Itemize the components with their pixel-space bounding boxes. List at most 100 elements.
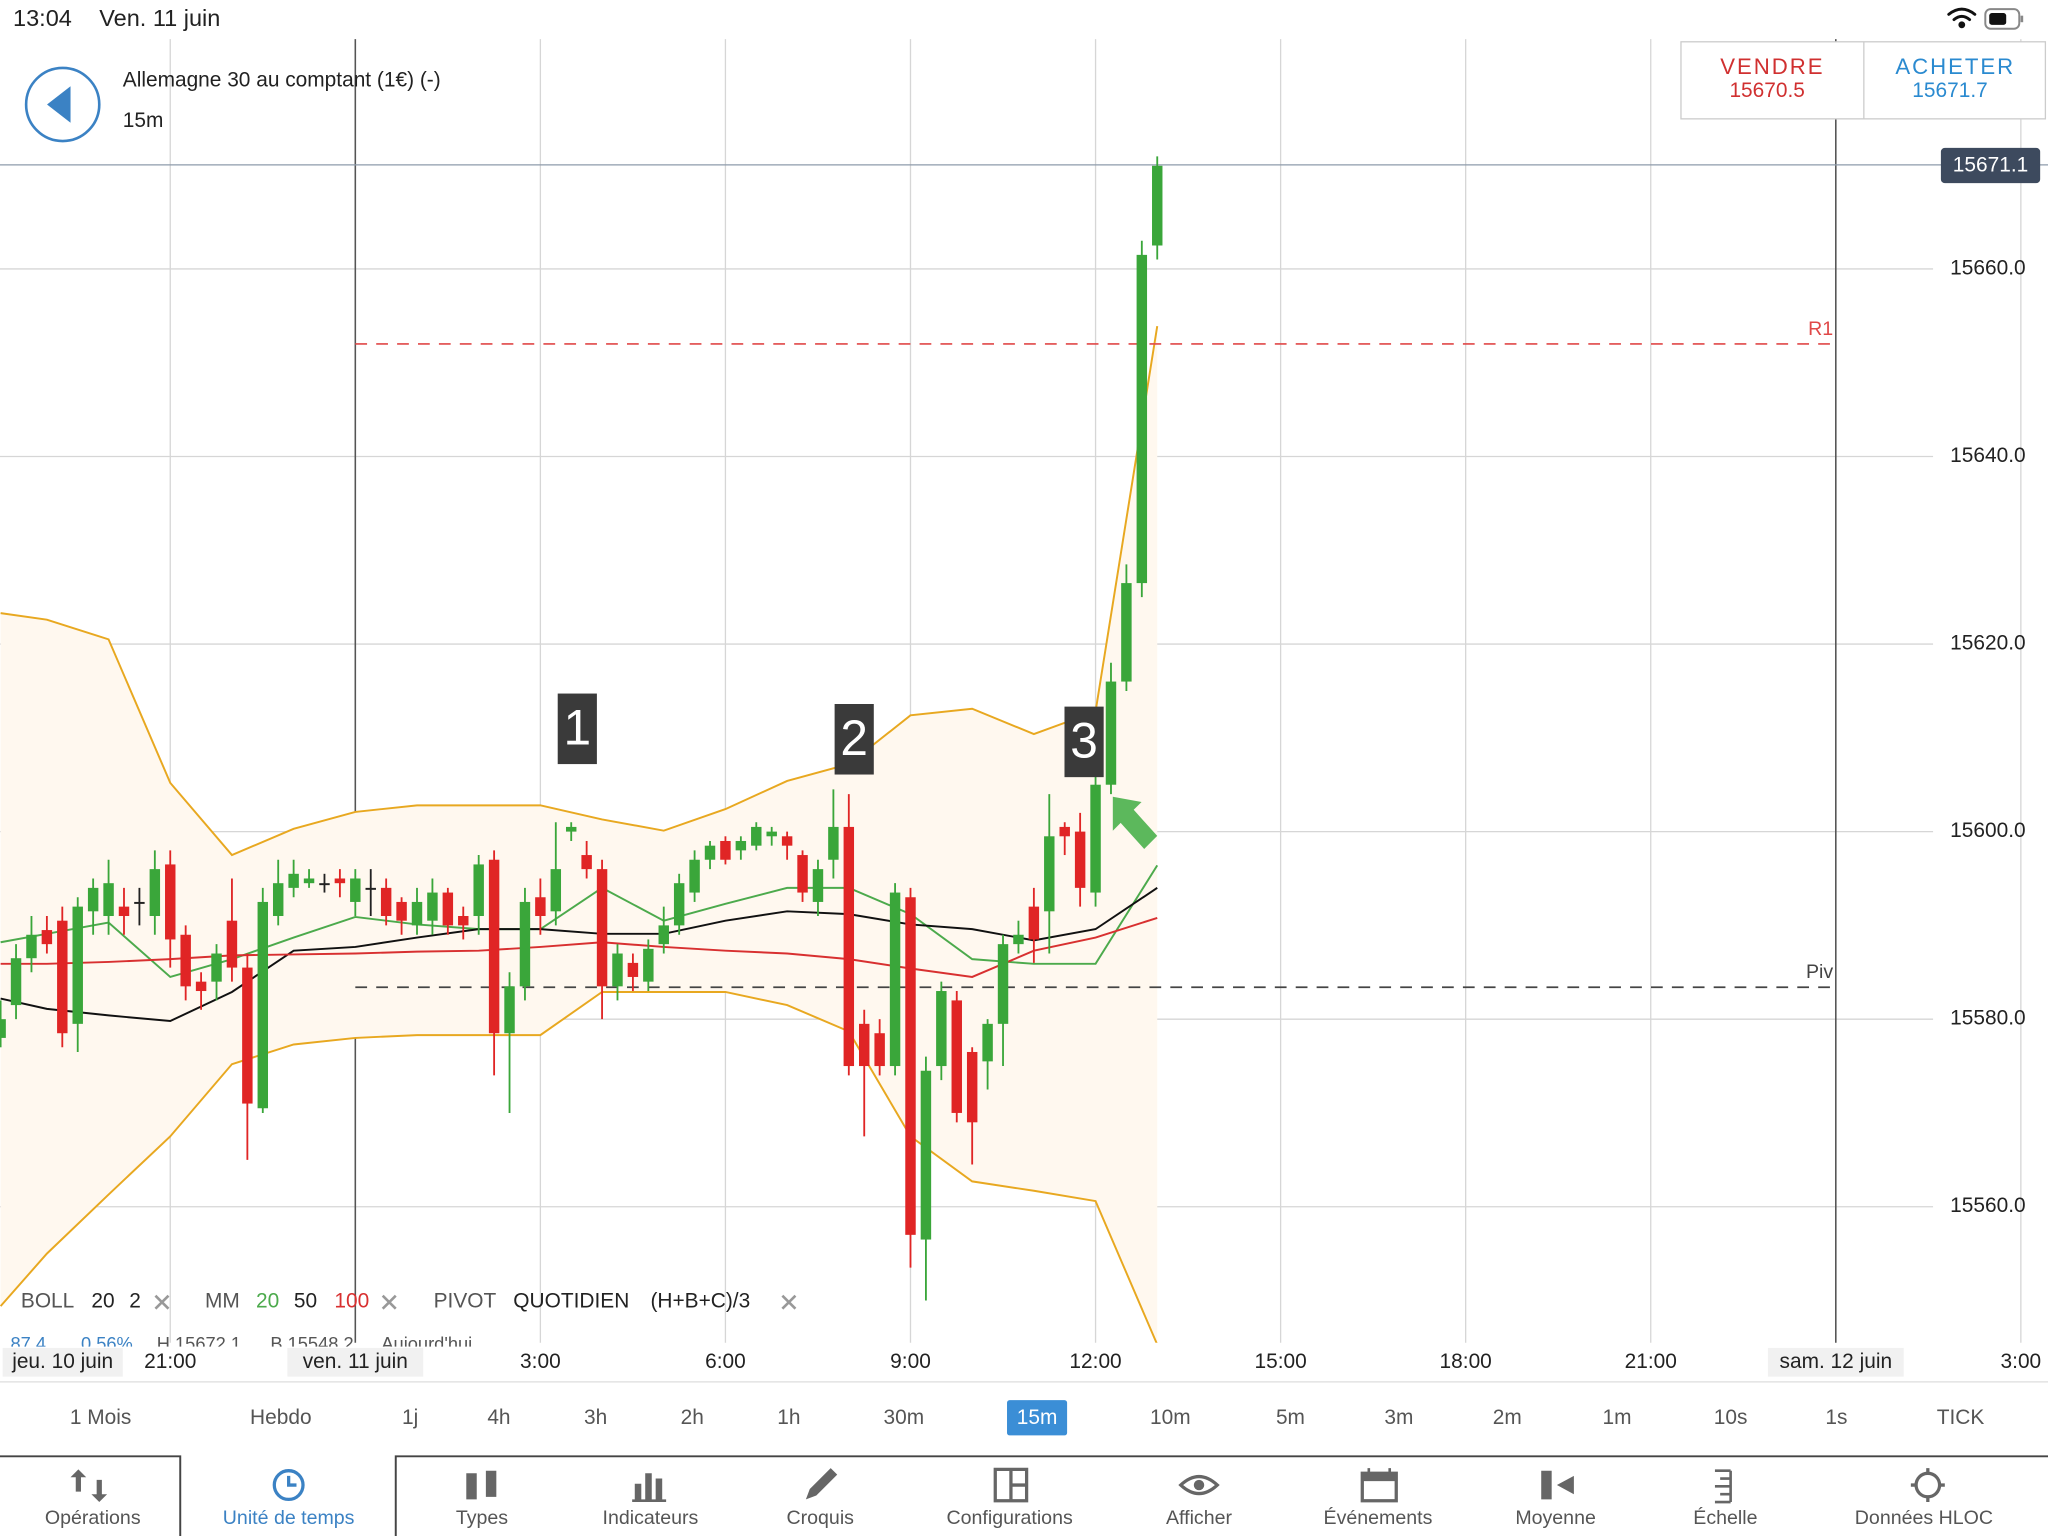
marker-label: 1: [564, 700, 592, 756]
candle-body: [1152, 165, 1163, 246]
timeframe-option[interactable]: 2h: [681, 1406, 704, 1429]
x-tick-label: 3:00: [520, 1350, 561, 1373]
candle-body: [1013, 934, 1024, 945]
candle-body: [442, 892, 454, 926]
candle-body: [997, 944, 1009, 1024]
candle-body: [41, 930, 53, 945]
candle-body: [87, 887, 99, 912]
candle-body: [550, 869, 562, 912]
timeframe-option[interactable]: 10m: [1150, 1406, 1191, 1429]
x-tick-label: 6:00: [705, 1350, 746, 1373]
timeframe-selector: 1 Mois Hebdo 1j 4h 3h 2h 1h 30m 15m 10m 5m 3m 2m 1m 10…: [70, 1400, 1985, 1436]
icon-layouts: [993, 1467, 1029, 1503]
candle-body: [226, 920, 238, 968]
candle-body: [72, 906, 83, 1024]
candle-body: [828, 826, 839, 860]
candle-body: [797, 855, 808, 893]
timeframe-option[interactable]: 3m: [1384, 1406, 1413, 1429]
marker-box: [834, 704, 874, 775]
timeframe-option[interactable]: TICK: [1937, 1406, 1985, 1429]
candle-body: [257, 901, 269, 1109]
last-price-box: [1940, 147, 2041, 184]
candle-body: [0, 1019, 6, 1038]
icon-types: [466, 1470, 497, 1500]
candle-body: [643, 948, 654, 982]
candle-body: [519, 901, 531, 987]
toolbar-button[interactable]: Données HLOC: [1855, 1507, 1993, 1529]
candle-body: [843, 826, 855, 1067]
timeframe-option[interactable]: 4h: [487, 1406, 510, 1429]
candle-body: [565, 826, 577, 832]
toolbar-button[interactable]: Configurations: [947, 1507, 1073, 1529]
candle-body: [751, 826, 762, 846]
toolbar-button[interactable]: Afficher: [1166, 1507, 1232, 1529]
bollinger-upper: [0, 325, 1159, 857]
buy-button[interactable]: ACHETER 15671.7: [1895, 54, 2015, 102]
timeframe-option[interactable]: 1h: [777, 1406, 800, 1429]
candle-body: [612, 953, 623, 987]
sell-label: VENDRE: [1720, 54, 1824, 79]
toolbar-button[interactable]: Moyenne: [1515, 1507, 1596, 1529]
x-start-box: [2, 1347, 123, 1377]
toolbar-button[interactable]: Indicateurs: [603, 1507, 699, 1529]
icon-events-top: [1360, 1468, 1398, 1482]
timeframe-option[interactable]: 1 Mois: [70, 1406, 131, 1429]
candle-body: [535, 897, 546, 917]
battery-icon: [1984, 8, 2024, 30]
y-tick-label: 15640.0: [1950, 444, 2025, 467]
toolbar-button[interactable]: Opérations: [45, 1507, 141, 1529]
timeframe-option[interactable]: 30m: [884, 1406, 925, 1429]
toolbar-button[interactable]: Unité de temps: [223, 1507, 355, 1529]
timeframe-selected-bg: [1007, 1400, 1068, 1436]
timeframe-option[interactable]: 1j: [402, 1406, 418, 1429]
toolbar-button[interactable]: Événements: [1324, 1506, 1433, 1529]
status-date: Ven. 11 juin: [99, 5, 220, 31]
back-button[interactable]: [24, 66, 101, 143]
timeframe-option[interactable]: 3h: [584, 1406, 607, 1429]
bollinger-lower: [0, 990, 1158, 1343]
x-tick-label: 21:00: [1625, 1350, 1677, 1373]
sell-button[interactable]: VENDRE 15670.5: [1720, 54, 1824, 102]
legend-mm: MM: [205, 1290, 240, 1313]
candle-body: [272, 883, 284, 917]
marker-label: 3: [1070, 713, 1098, 769]
candle-body: [396, 901, 407, 921]
x-tick-label: sam. 12 juin: [1780, 1350, 1893, 1373]
close-boll[interactable]: [154, 1294, 170, 1310]
timeframe-option[interactable]: 5m: [1276, 1406, 1305, 1429]
y-tick-label: 15660.0: [1950, 256, 2025, 279]
candle-body: [1074, 831, 1086, 888]
toolbar-button[interactable]: Croquis: [787, 1507, 855, 1529]
wifi-icon: [1947, 7, 1977, 29]
close-pivot[interactable]: [781, 1294, 797, 1310]
candle-body: [889, 892, 901, 1067]
time-axis: 21:00 ven. 11 juin 3:00 6:00 9:00 12:00 15:00 1…: [144, 1347, 2041, 1377]
timeframe-option[interactable]: 2m: [1493, 1406, 1522, 1429]
candle-body: [689, 859, 700, 893]
legend-pivot-formula: (H+B+C)/3: [650, 1290, 750, 1313]
candle-body: [350, 878, 361, 902]
timeframe-option[interactable]: 15m: [1017, 1406, 1058, 1429]
timeframe-option[interactable]: 10s: [1714, 1406, 1748, 1429]
x-tick-label: 15:00: [1254, 1350, 1306, 1373]
legend-boll-dev: 2: [129, 1290, 141, 1313]
timeframe-option[interactable]: Hebdo: [250, 1406, 312, 1429]
candle-body: [26, 934, 37, 959]
icon-time: [272, 1469, 305, 1502]
x-tick-label: ven. 11 juin: [303, 1350, 408, 1373]
icon-average: [1541, 1470, 1574, 1500]
last-price-label: 15671.1: [1953, 154, 2028, 177]
x-start-label: jeu. 10 juin: [11, 1350, 113, 1373]
toolbar-items: Opérations Unité de temps Types Indicateurs…: [45, 1506, 1993, 1529]
toolbar-button[interactable]: Types: [456, 1507, 508, 1529]
timeframe-option[interactable]: 1s: [1825, 1406, 1847, 1429]
toolbar-icons: [70, 1467, 1945, 1504]
timeframe-option[interactable]: 1m: [1602, 1406, 1631, 1429]
candle-body: [596, 869, 608, 987]
close-mm[interactable]: [381, 1294, 397, 1310]
candle-body: [812, 869, 824, 902]
y-tick-label: 15600.0: [1950, 819, 2025, 842]
toolbar-button[interactable]: Échelle: [1693, 1506, 1757, 1529]
candle-body: [704, 845, 716, 860]
